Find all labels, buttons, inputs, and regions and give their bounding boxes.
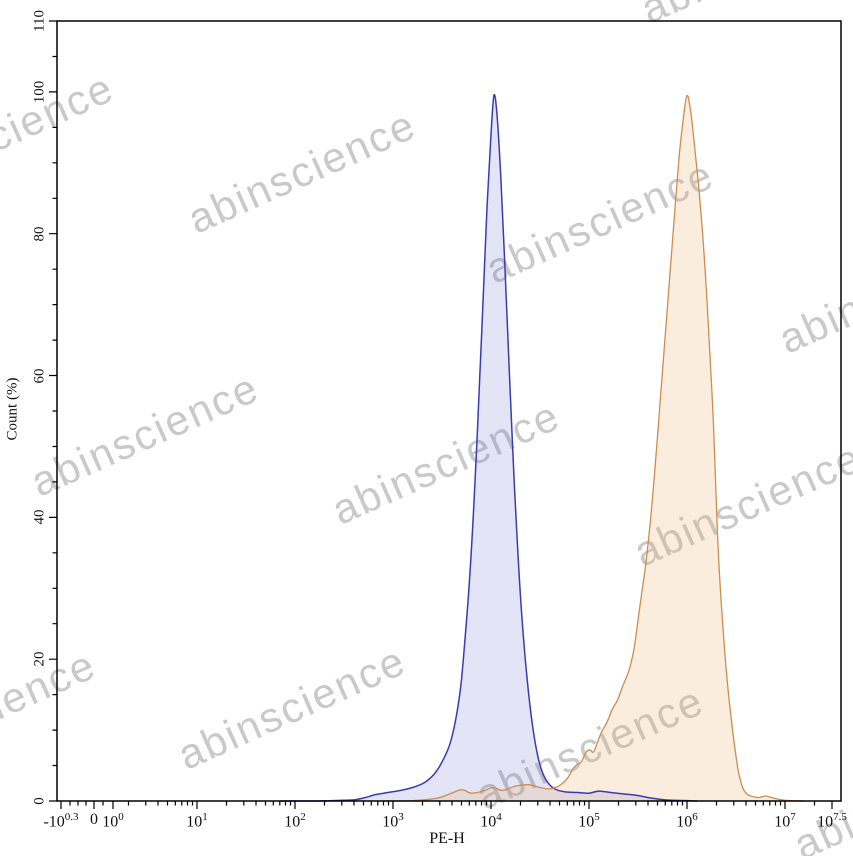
- y-axis-title: Count (%): [4, 377, 21, 441]
- orange-peak-fill: [383, 95, 805, 801]
- axis-ticks: [49, 20, 833, 809]
- blue-peak-fill: [280, 94, 697, 802]
- x-axis-title: PE-H: [429, 830, 465, 847]
- blue-peak-line: [280, 93, 697, 802]
- orange-peak-line: [383, 94, 805, 802]
